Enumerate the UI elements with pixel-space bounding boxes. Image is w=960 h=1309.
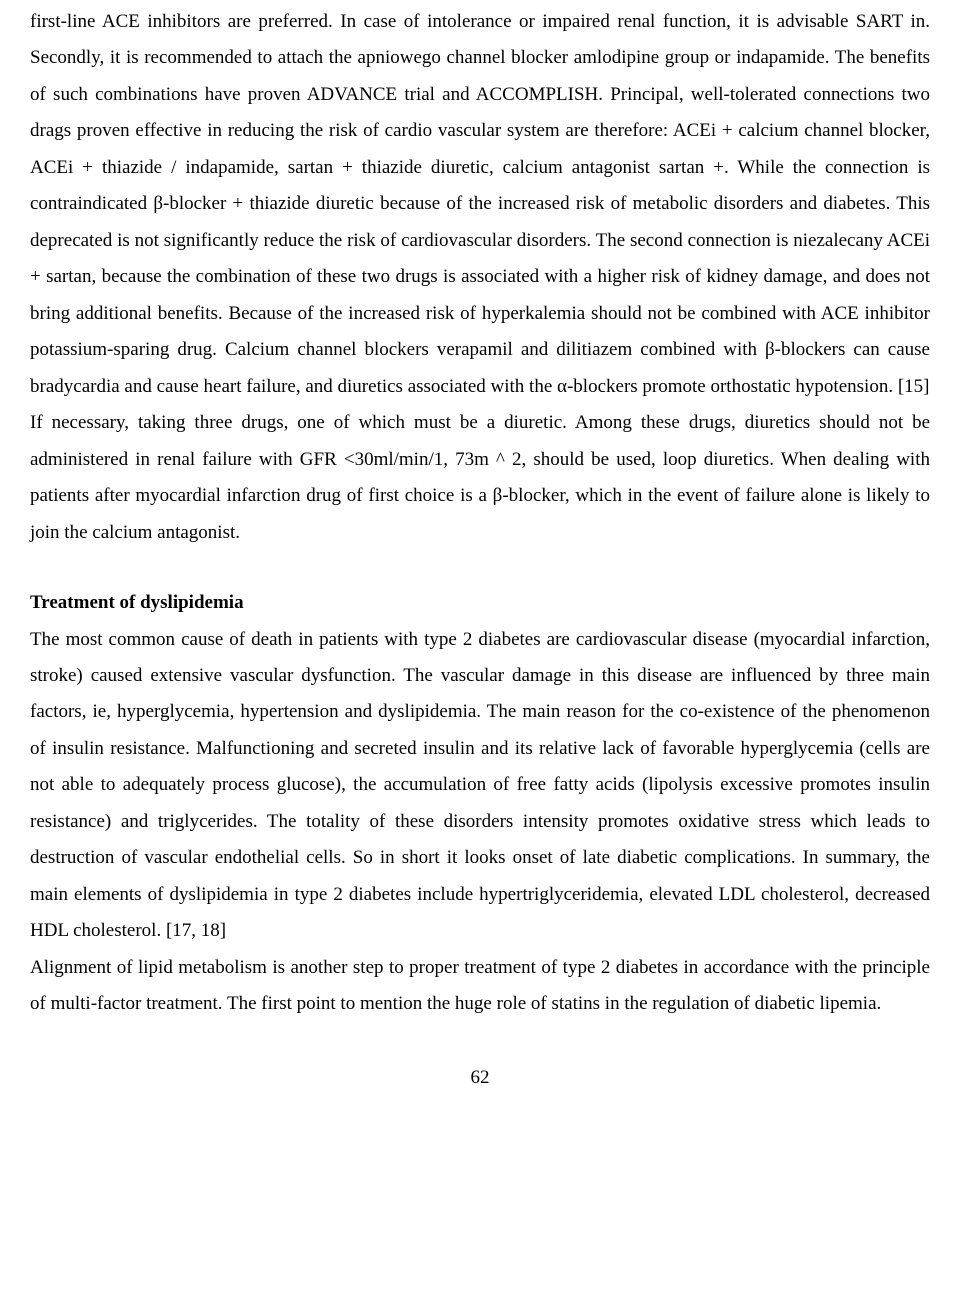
section-heading-dyslipidemia: Treatment of dyslipidemia xyxy=(30,585,930,621)
page-number: 62 xyxy=(30,1067,930,1089)
body-paragraph-4: Alignment of lipid metabolism is another… xyxy=(30,950,930,1023)
document-page: first-line ACE inhibitors are preferred.… xyxy=(30,0,930,1089)
body-paragraph-3: The most common cause of death in patien… xyxy=(30,622,930,950)
body-paragraph-2: If necessary, taking three drugs, one of… xyxy=(30,405,930,551)
body-paragraph-1: first-line ACE inhibitors are preferred.… xyxy=(30,4,930,405)
